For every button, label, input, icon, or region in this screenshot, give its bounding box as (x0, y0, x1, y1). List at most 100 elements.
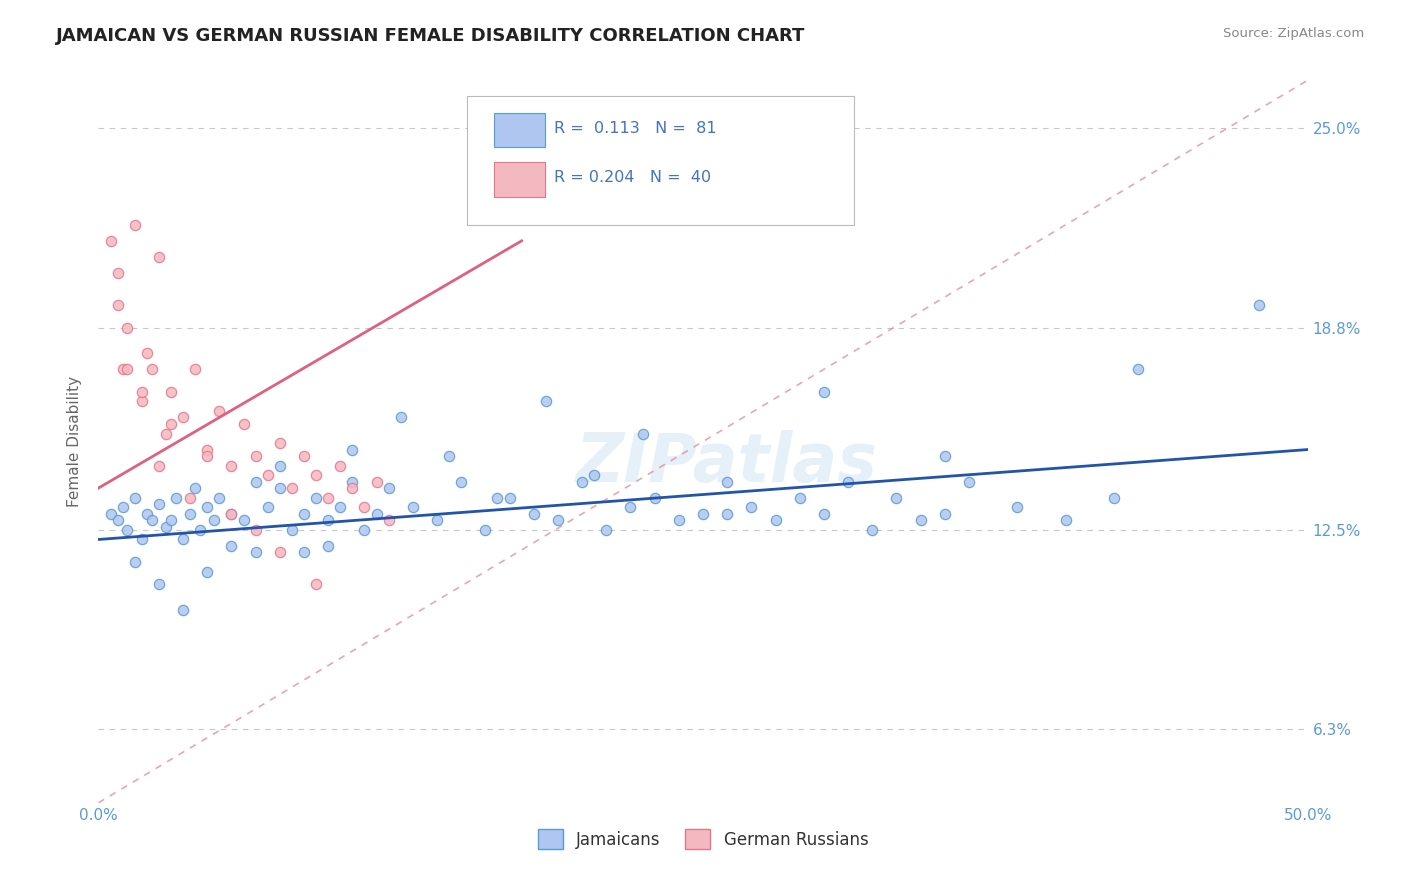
Text: JAMAICAN VS GERMAN RUSSIAN FEMALE DISABILITY CORRELATION CHART: JAMAICAN VS GERMAN RUSSIAN FEMALE DISABI… (56, 27, 806, 45)
Point (934, 449, 956, 463)
Point (837, 475, 859, 489)
Point (486, 491, 509, 505)
Point (184, 481, 207, 495)
Point (245, 475, 267, 489)
Point (813, 507, 835, 521)
Point (1249, 298, 1271, 312)
Point (221, 507, 243, 521)
Point (813, 384, 835, 399)
Point (131, 533, 153, 547)
Point (402, 500, 425, 515)
Point (107, 513, 129, 527)
Text: ZIPatlas: ZIPatlas (576, 430, 879, 496)
Point (131, 394, 153, 409)
Point (135, 346, 157, 360)
Text: R = 0.204   N =  40: R = 0.204 N = 40 (554, 170, 711, 186)
Point (232, 417, 254, 431)
FancyBboxPatch shape (467, 96, 855, 225)
Point (172, 603, 194, 617)
Point (437, 449, 460, 463)
Point (342, 442, 364, 457)
Point (342, 475, 364, 489)
Point (353, 523, 375, 537)
Point (269, 436, 291, 450)
Point (160, 384, 183, 399)
Point (195, 565, 218, 579)
Point (366, 507, 388, 521)
Point (631, 426, 654, 441)
Point (184, 362, 207, 376)
Point (100, 234, 122, 248)
Point (450, 475, 472, 489)
Point (195, 500, 218, 515)
Point (534, 394, 557, 409)
Point (305, 491, 328, 505)
Point (426, 513, 449, 527)
Point (329, 500, 352, 515)
Point (155, 519, 177, 533)
Point (389, 410, 412, 425)
Point (124, 218, 146, 232)
Point (208, 404, 231, 418)
Point (1128, 362, 1150, 376)
Point (292, 545, 315, 559)
Point (172, 533, 194, 547)
Point (547, 513, 569, 527)
Point (117, 320, 139, 334)
Point (474, 523, 496, 537)
Text: R =  0.113   N =  81: R = 0.113 N = 81 (554, 121, 717, 136)
Point (160, 417, 183, 431)
Point (957, 475, 980, 489)
Point (692, 507, 714, 521)
Point (886, 491, 908, 505)
Point (716, 475, 738, 489)
Point (204, 513, 226, 527)
Point (329, 458, 352, 473)
Point (141, 513, 163, 527)
Point (583, 468, 606, 483)
FancyBboxPatch shape (494, 112, 544, 147)
Point (292, 449, 315, 463)
Point (160, 513, 183, 527)
Point (342, 481, 364, 495)
Point (131, 384, 153, 399)
Point (100, 507, 122, 521)
Point (107, 298, 129, 312)
Point (124, 555, 146, 569)
Point (366, 475, 388, 489)
Point (716, 507, 738, 521)
Point (377, 513, 399, 527)
Point (789, 491, 811, 505)
Point (281, 523, 304, 537)
Point (316, 513, 339, 527)
Point (523, 507, 546, 521)
Point (256, 468, 278, 483)
Text: Source: ZipAtlas.com: Source: ZipAtlas.com (1223, 27, 1364, 40)
Point (195, 449, 218, 463)
Point (1054, 513, 1077, 527)
Point (765, 513, 787, 527)
Point (188, 523, 211, 537)
Point (221, 507, 243, 521)
Point (148, 497, 170, 511)
Point (221, 539, 243, 553)
Legend: Jamaicans, German Russians: Jamaicans, German Russians (531, 822, 875, 856)
Point (377, 481, 399, 495)
Point (256, 500, 278, 515)
Y-axis label: Female Disability: Female Disability (67, 376, 83, 508)
Point (1007, 500, 1029, 515)
Point (221, 458, 243, 473)
Point (111, 362, 134, 376)
Point (740, 500, 762, 515)
Point (172, 410, 194, 425)
Point (292, 507, 315, 521)
Point (195, 442, 218, 457)
Point (165, 491, 187, 505)
Point (111, 500, 134, 515)
Point (316, 539, 339, 553)
Point (269, 481, 291, 495)
Point (208, 491, 231, 505)
Point (179, 507, 201, 521)
Point (934, 507, 956, 521)
Point (1102, 491, 1125, 505)
